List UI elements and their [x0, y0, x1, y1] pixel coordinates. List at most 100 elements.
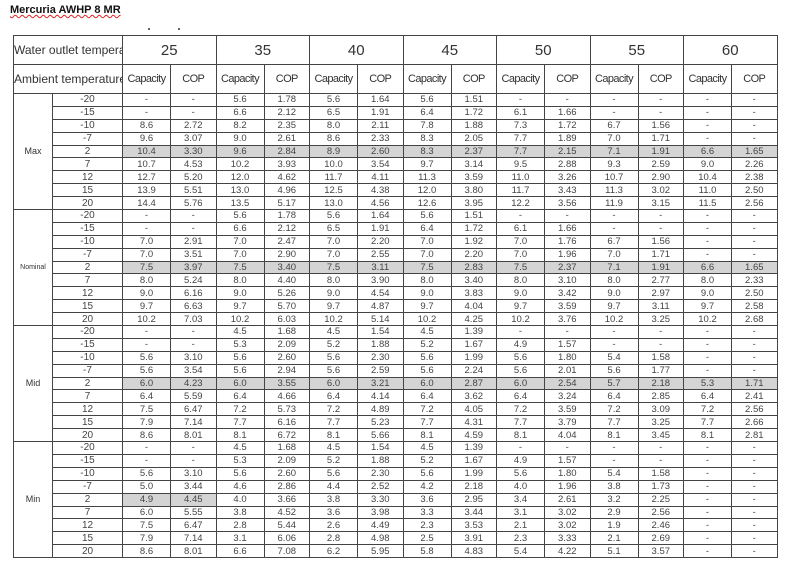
capacity-cell: 6.6: [683, 144, 733, 159]
section-label-min: Min: [13, 441, 53, 559]
cop-cell: 3.97: [170, 260, 217, 275]
cop-cell: 2.35: [263, 118, 311, 133]
cop-cell: 1.51: [450, 93, 498, 107]
cop-cell: 5.59: [170, 389, 217, 404]
cop-cell: 1.78: [263, 93, 311, 107]
capacity-cell: 9.7: [683, 299, 733, 314]
capacity-cell: 5.6: [309, 466, 359, 481]
capacity-cell: -: [496, 209, 546, 223]
capacity-cell: 12.7: [122, 170, 172, 185]
table-row: 12 7.5 6.47 2.8 5.44 2.6 4.49 2.3 3.53 2.1 3.02 1.9…: [14, 518, 778, 533]
capacity-cell: 6.4: [309, 389, 359, 404]
cop-cell: 3.56: [544, 196, 591, 211]
capacity-cell: 9.6: [215, 144, 265, 159]
capacity-cell: 6.4: [496, 389, 546, 404]
capacity-cell: -: [683, 492, 733, 507]
water-outlet-temperature-header: Water outlet temperature[°C]: [12, 35, 124, 65]
cop-cell: 1.91: [357, 105, 404, 120]
cop-cell: 2.25: [637, 492, 685, 507]
cop-cell: 1.57: [544, 337, 591, 352]
water-temp-header-50: 50: [496, 35, 591, 65]
capacity-cell: 5.6: [122, 363, 172, 378]
cop-cell: 3.25: [637, 312, 685, 327]
cop-cell: 2.55: [357, 247, 404, 262]
capacity-header-35: Capacity: [215, 64, 265, 94]
capacity-cell: 7.2: [496, 402, 546, 417]
cop-cell: 3.43: [544, 183, 591, 198]
capacity-cell: 11.0: [496, 170, 546, 185]
cop-header-55: COP: [637, 64, 685, 94]
capacity-cell: 9.0: [683, 286, 733, 301]
capacity-cell: 2.5: [402, 531, 452, 546]
table-row: 20 8.6 8.01 8.1 6.72 8.1 5.66 8.1 4.59 8.1 4.04 8.1…: [14, 428, 778, 443]
table-row: -7 7.0 3.51 7.0 2.90 7.0 2.55 7.0 2.20 7.0 1.96 7.0…: [14, 247, 778, 262]
ambient-temperature-cell: -15: [51, 453, 124, 468]
cop-cell: 2.46: [637, 518, 685, 533]
capacity-cell: 4.4: [309, 479, 359, 494]
table-row: 2 7.5 3.97 7.5 3.40 7.5 3.11 7.5 2.83 7.5 2.37 7.1 1…: [14, 260, 778, 275]
capacity-cell: 5.0: [122, 479, 172, 494]
cop-cell: 2.24: [450, 363, 498, 378]
cop-cell: 8.01: [170, 428, 217, 443]
capacity-cell: 13.5: [215, 196, 265, 211]
capacity-cell: 5.6: [496, 363, 546, 378]
cop-cell: 3.59: [450, 170, 498, 185]
table-row: Mid -20- -4.5 1.68 4.5 1.54 4.5 1.39- - - - - -: [13, 325, 778, 443]
cop-cell: 3.14: [450, 157, 498, 172]
capacity-cell: 2.1: [589, 531, 639, 546]
capacity-cell: 5.8: [402, 544, 452, 559]
ambient-temperature-cell: -20: [51, 325, 124, 339]
cop-cell: 4.05: [450, 402, 498, 417]
capacity-cell: 7.0: [402, 234, 452, 249]
cop-cell: -: [731, 363, 778, 378]
capacity-cell: 3.6: [402, 492, 452, 507]
capacity-cell: 8.0: [683, 273, 733, 288]
cop-cell: -: [731, 325, 778, 339]
cop-cell: 5.23: [357, 415, 404, 430]
capacity-cell: 10.2: [215, 157, 265, 172]
capacity-cell: 6.5: [309, 105, 359, 120]
cop-cell: 1.96: [544, 247, 591, 262]
capacity-cell: 5.6: [402, 466, 452, 481]
capacity-header-25: Capacity: [122, 64, 172, 94]
capacity-cell: 9.7: [215, 299, 265, 314]
cop-cell: -: [731, 544, 778, 559]
capacity-cell: -: [122, 337, 172, 352]
cop-cell: 6.63: [170, 299, 217, 314]
capacity-cell: 11.7: [309, 170, 359, 185]
cop-cell: -: [731, 441, 778, 455]
cop-cell: 1.88: [357, 337, 404, 352]
cop-cell: 2.60: [357, 144, 404, 159]
cop-cell: 3.40: [263, 260, 311, 275]
cop-cell: 3.51: [170, 247, 217, 262]
capacity-cell: 10.2: [496, 312, 546, 327]
cop-cell: 4.14: [357, 389, 404, 404]
capacity-cell: 12.6: [402, 196, 452, 211]
cop-cell: 3.44: [170, 479, 217, 494]
capacity-cell: 7.1: [589, 260, 639, 275]
capacity-cell: 5.6: [215, 93, 265, 107]
ambient-temperature-cell: -20: [51, 93, 124, 107]
cop-cell: 4.25: [450, 312, 498, 327]
ambient-temperature-cell: 20: [51, 196, 124, 211]
cop-cell: 1.64: [357, 209, 404, 223]
capacity-cell: 7.7: [402, 415, 452, 430]
ambient-temperature-cell: 20: [51, 428, 124, 443]
capacity-cell: 4.5: [215, 325, 265, 339]
capacity-cell: 9.0: [402, 286, 452, 301]
capacity-cell: 4.0: [215, 492, 265, 507]
capacity-cell: 5.6: [402, 209, 452, 223]
capacity-cell: 7.5: [122, 260, 172, 275]
cop-cell: 1.80: [544, 466, 591, 481]
cop-cell: -: [731, 466, 778, 481]
table-row: 7 6.4 5.59 6.4 4.66 6.4 4.14 6.4 3.62 6.4 3.24 6.4 2…: [14, 389, 778, 404]
ambient-temperature-cell: 12: [51, 170, 124, 185]
capacity-cell: -: [683, 441, 733, 455]
capacity-cell: 8.1: [496, 428, 546, 443]
capacity-cell: -: [589, 209, 639, 223]
cop-cell: 3.40: [450, 273, 498, 288]
capacity-cell: 2.9: [589, 505, 639, 520]
table-row: -15- -5.3 2.09 5.2 1.88 5.2 1.67 4.9 1.57- - - -: [14, 337, 778, 352]
capacity-cell: 7.0: [122, 247, 172, 262]
cop-cell: -: [637, 441, 685, 455]
